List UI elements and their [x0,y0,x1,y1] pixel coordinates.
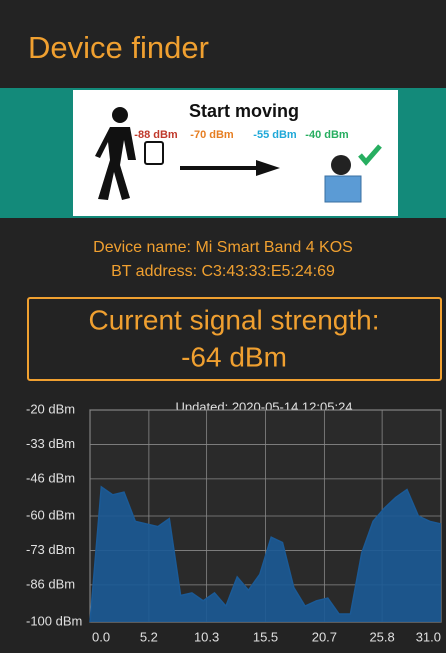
level-label: -55 dBm [253,129,297,141]
app-title: Device finder [28,30,209,65]
y-tick-label: -60 dBm [26,507,75,522]
y-tick-label: -100 dBm [26,613,82,628]
x-tick-label: 20.7 [312,629,337,644]
x-tick-label: 5.2 [140,629,158,644]
level-label: -40 dBm [305,129,349,141]
banner-heading: Start moving [189,101,299,121]
device-name: Device name: Mi Smart Band 4 KOS [93,239,353,256]
y-tick-label: -86 dBm [26,576,75,591]
y-tick-label: -73 dBm [26,542,75,557]
page: Device finder Start moving Device name: … [0,0,446,653]
signal-value: -64 dBm [181,341,287,372]
screen: Device finder Start moving Device name: … [0,0,446,653]
level-label: -88 dBm [134,129,178,141]
y-tick-label: -33 dBm [26,436,75,451]
x-tick-label: 0.0 [92,629,110,644]
y-tick-label: -46 dBm [26,470,75,485]
y-tick-label: -20 dBm [26,401,75,416]
x-tick-label: 31.0 [416,629,441,644]
level-label: -70 dBm [190,129,234,141]
bt-address: BT address: C3:43:33:E5:24:69 [111,263,335,280]
x-tick-label: 15.5 [253,629,278,644]
signal-label: Current signal strength: [88,304,379,335]
x-tick-label: 10.3 [194,629,219,644]
x-tick-label: 25.8 [369,629,394,644]
